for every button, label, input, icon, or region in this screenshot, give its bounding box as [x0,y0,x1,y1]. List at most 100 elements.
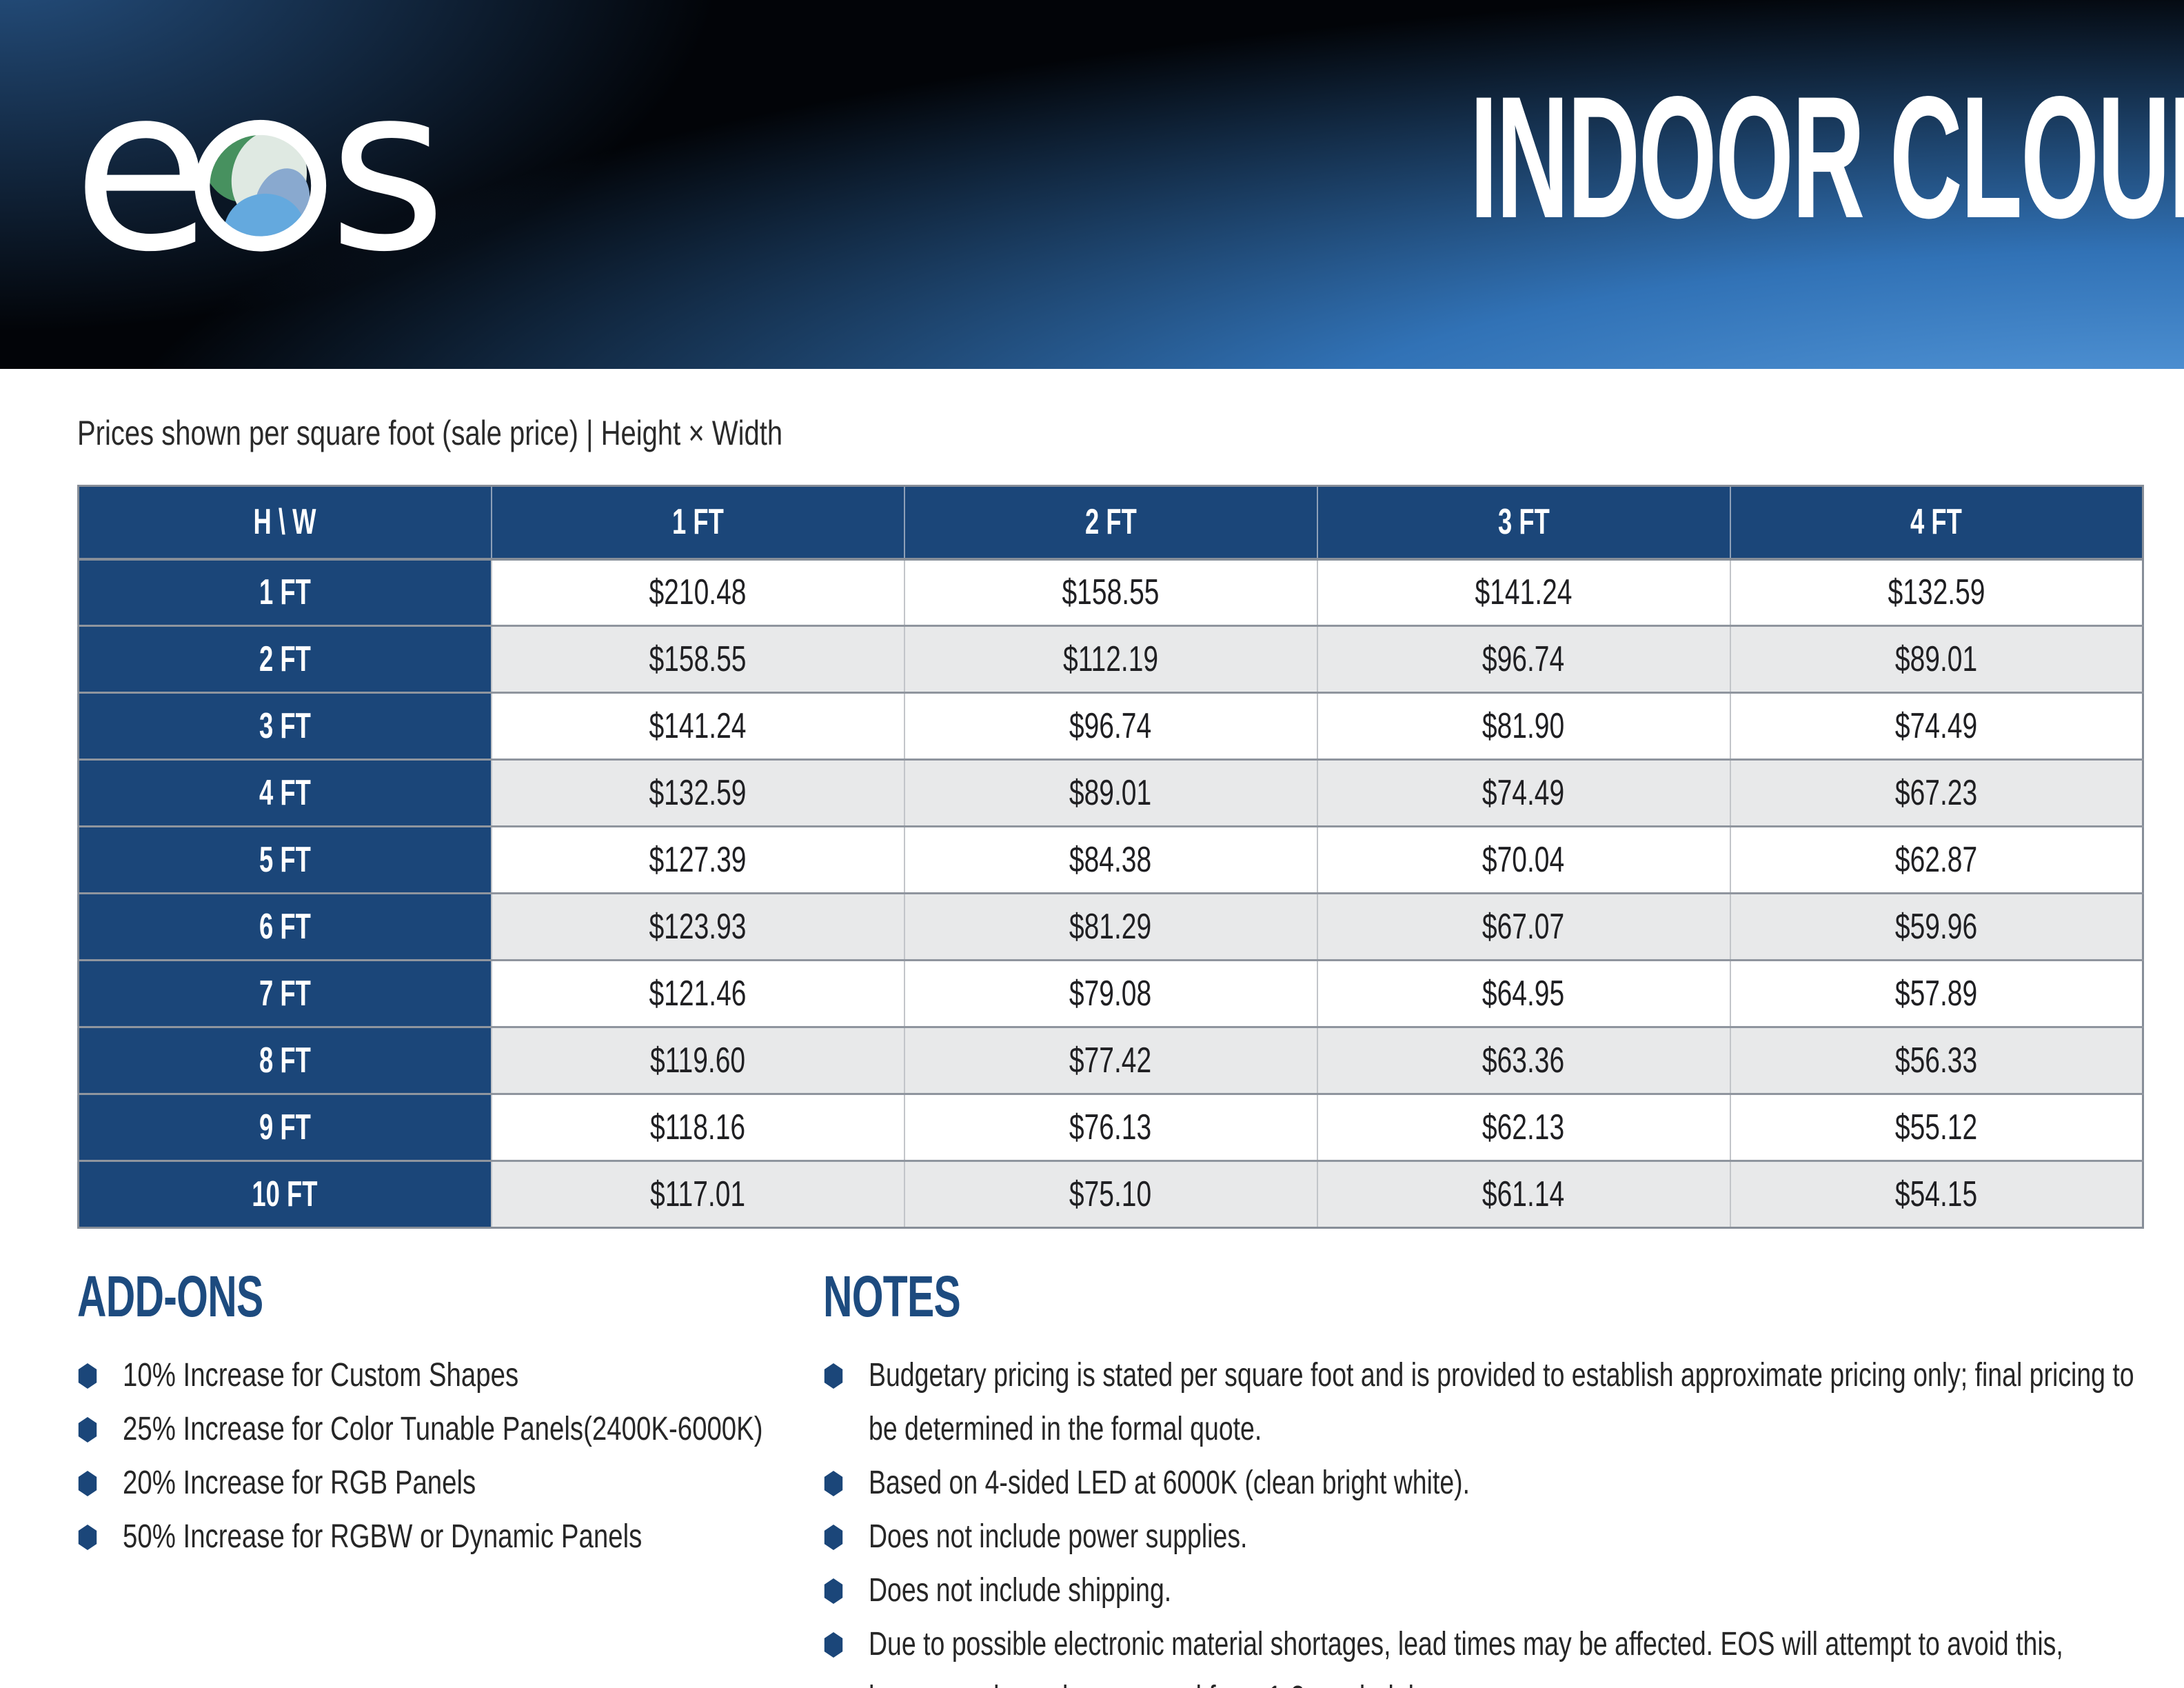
price-cell: $117.01 [490,1160,904,1228]
price-cell: $54.15 [1729,1160,2143,1228]
price-cell: $63.36 [1316,1026,1730,1094]
price-cell: $96.74 [1316,625,1730,693]
price-cell: $112.19 [903,625,1317,693]
row-header: 9 FT [78,1093,492,1161]
row-header: 2 FT [78,625,492,693]
price-cell: $56.33 [1729,1026,2143,1094]
price-cell: $210.48 [490,559,904,626]
hexagon-bullet-icon [824,1363,843,1389]
hexagon-bullet-icon [78,1363,97,1389]
table-row: 9 FT $118.16 $76.13 $62.13 $55.12 [78,1093,2143,1161]
price-cell: $64.95 [1316,959,1730,1027]
intro-line: Prices shown per square foot (sale price… [77,413,2144,453]
price-cell: $89.01 [903,758,1317,827]
price-cell: $76.13 [903,1093,1317,1161]
table-row: 1 FT $210.48 $158.55 $141.24 $132.59 [78,559,2143,626]
price-cell: $74.49 [1729,692,2143,760]
row-header: 10 FT [78,1160,492,1228]
col-header-hw: H \ W [78,485,492,561]
price-cell: $158.55 [903,559,1317,626]
col-header-3ft: 3 FT [1316,485,1730,561]
hexagon-bullet-icon [78,1471,97,1496]
row-header: 1 FT [78,559,492,626]
price-cell: $81.29 [903,892,1317,961]
table-header-row: H \ W 1 FT 2 FT 3 FT 4 FT [78,485,2143,561]
col-header-2ft: 2 FT [903,485,1317,561]
addons-section: ADD-ONS 10% Increase for Custom Shapes 2… [77,1267,823,1564]
hexagon-bullet-icon [78,1417,97,1443]
price-cell: $121.46 [490,959,904,1027]
hexagon-bullet-icon [824,1578,843,1604]
notes-list: Budgetary pricing is stated per square f… [823,1349,2184,1688]
list-item: Budgetary pricing is stated per square f… [823,1349,2184,1456]
list-item: 50% Increase for RGBW or Dynamic Panels [77,1510,823,1564]
svg-text:s: s [329,79,447,286]
list-item: Based on 4-sided LED at 6000K (clean bri… [823,1456,2184,1510]
addons-list: 10% Increase for Custom Shapes 25% Incre… [77,1349,823,1564]
intro-text: Prices shown per square foot (sale price… [77,414,783,452]
title-block: INDOOR CLOUD BUDGETARY Price Sheet 2026 [449,53,2184,316]
hexagon-bullet-icon [78,1525,97,1550]
hexagon-bullet-icon [824,1632,843,1658]
row-header: 7 FT [78,959,492,1027]
row-header: 3 FT [78,692,492,760]
price-cell: $132.59 [1729,559,2143,626]
col-header-4ft: 4 FT [1729,485,2143,561]
price-cell: $123.93 [490,892,904,961]
list-item: 20% Increase for RGB Panels [77,1456,823,1510]
price-cell: $61.14 [1316,1160,1730,1228]
price-cell: $118.16 [490,1093,904,1161]
table-row: 2 FT $158.55 $112.19 $96.74 $89.01 [78,625,2143,693]
list-item: 10% Increase for Custom Shapes [77,1349,823,1403]
price-cell: $70.04 [1316,825,1730,894]
row-header: 4 FT [78,758,492,827]
price-cell: $55.12 [1729,1093,2143,1161]
table-row: 5 FT $127.39 $84.38 $70.04 $62.87 [78,825,2143,894]
table-row: 6 FT $123.93 $81.29 $67.07 $59.96 [78,892,2143,961]
price-cell: $158.55 [490,625,904,693]
table-row: 4 FT $132.59 $89.01 $74.49 $67.23 [78,758,2143,827]
table-row: 7 FT $121.46 $79.08 $64.95 $57.89 [78,959,2143,1027]
price-cell: $132.59 [490,758,904,827]
content: Prices shown per square foot (sale price… [0,413,2184,1688]
table-row: 8 FT $119.60 $77.42 $63.36 $56.33 [78,1026,2143,1094]
bottom-section: ADD-ONS 10% Increase for Custom Shapes 2… [77,1267,2144,1688]
price-cell: $127.39 [490,825,904,894]
col-header-1ft: 1 FT [490,485,904,561]
svg-text:e: e [77,79,212,286]
page-title: INDOOR CLOUD BUDGETARY [1470,60,2184,254]
price-cell: $141.24 [490,692,904,760]
eos-logo-icon: e s [72,38,447,302]
price-cell: $89.01 [1729,625,2143,693]
table-row: 10 FT $117.01 $75.10 $61.14 $54.15 [78,1160,2143,1228]
price-cell: $75.10 [903,1160,1317,1228]
list-item: Due to possible electronic material shor… [823,1618,2184,1688]
row-header: 8 FT [78,1026,492,1094]
price-cell: $67.07 [1316,892,1730,961]
banner: e s INDOOR CLOUD BUDGETARY Price Sheet 2… [0,0,2184,369]
pricing-table: H \ W 1 FT 2 FT 3 FT 4 FT 1 FT $210.48 $… [77,485,2144,1229]
price-cell: $62.13 [1316,1093,1730,1161]
price-cell: $84.38 [903,825,1317,894]
list-item: Does not include power supplies. [823,1510,2184,1564]
hexagon-bullet-icon [824,1471,843,1496]
price-cell: $141.24 [1316,559,1730,626]
notes-section: NOTES Budgetary pricing is stated per sq… [823,1267,2184,1688]
price-cell: $81.90 [1316,692,1730,760]
row-header: 6 FT [78,892,492,961]
eos-logo: e s [72,38,449,302]
price-cell: $77.42 [903,1026,1317,1094]
hexagon-bullet-icon [824,1525,843,1550]
table-row: 3 FT $141.24 $96.74 $81.90 $74.49 [78,692,2143,760]
price-cell: $119.60 [490,1026,904,1094]
list-item: Does not include shipping. [823,1564,2184,1618]
price-cell: $67.23 [1729,758,2143,827]
price-cell: $96.74 [903,692,1317,760]
row-header: 5 FT [78,825,492,894]
price-cell: $57.89 [1729,959,2143,1027]
price-cell: $79.08 [903,959,1317,1027]
price-cell: $74.49 [1316,758,1730,827]
addons-heading: ADD-ONS [77,1264,263,1329]
notes-heading: NOTES [823,1264,961,1329]
